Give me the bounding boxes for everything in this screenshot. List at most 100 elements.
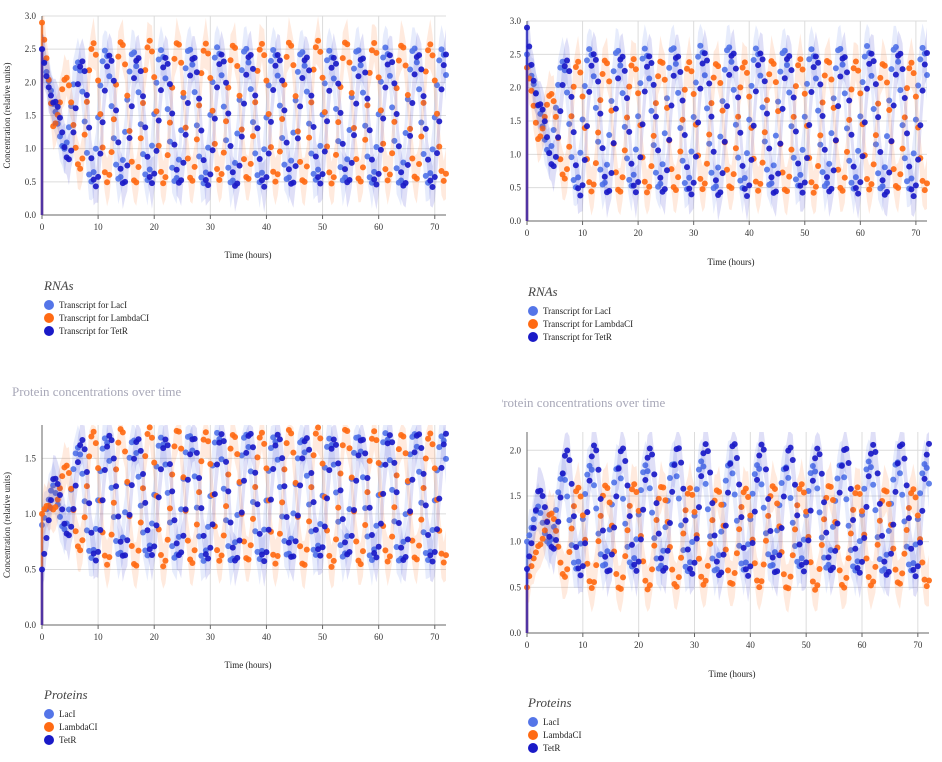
data-point <box>113 538 120 545</box>
data-point <box>72 482 79 489</box>
data-point <box>56 99 63 106</box>
x-tick-label: 30 <box>690 640 700 650</box>
legend-item-laci[interactable]: LacI <box>44 707 98 720</box>
data-point <box>924 72 930 79</box>
x-axis-label: Time (hours) <box>225 660 272 670</box>
data-point <box>220 103 227 110</box>
data-point <box>292 479 299 486</box>
data-point <box>687 565 694 572</box>
data-point <box>875 170 882 177</box>
data-point <box>402 179 409 186</box>
data-point <box>606 187 613 194</box>
data-point <box>620 574 627 581</box>
data-point <box>395 57 402 64</box>
data-point <box>324 495 331 502</box>
data-point <box>247 160 254 167</box>
data-point <box>760 504 767 511</box>
data-point <box>800 489 807 496</box>
data-point <box>888 66 895 73</box>
data-point <box>337 470 344 477</box>
data-point <box>110 116 117 123</box>
data-point <box>411 71 418 78</box>
data-point <box>413 59 420 66</box>
data-point <box>315 424 322 431</box>
data-point <box>726 44 733 51</box>
data-point <box>294 512 301 519</box>
data-point <box>429 558 436 565</box>
data-point <box>760 561 767 568</box>
data-point <box>872 81 879 88</box>
data-point <box>312 526 319 533</box>
legend-item-laci[interactable]: Transcript for LacI <box>528 304 633 317</box>
data-point <box>845 460 852 467</box>
data-point <box>812 75 819 82</box>
data-point <box>758 441 765 448</box>
data-point <box>816 566 823 573</box>
data-point <box>137 502 144 509</box>
data-point <box>418 444 425 451</box>
data-point <box>881 566 888 573</box>
data-point <box>757 72 764 79</box>
y-tick-label: 1.0 <box>510 149 522 159</box>
data-point <box>155 142 162 149</box>
data-point <box>758 481 765 488</box>
data-point <box>59 506 66 513</box>
data-point <box>641 45 648 52</box>
data-point <box>209 521 216 528</box>
data-point <box>362 122 369 129</box>
legend-item-tetr[interactable]: Transcript for TetR <box>528 330 633 343</box>
data-point <box>223 503 230 510</box>
data-point <box>872 132 879 139</box>
data-point <box>386 171 393 178</box>
data-point <box>68 147 75 154</box>
data-point <box>252 528 259 535</box>
data-point <box>895 58 902 65</box>
data-point <box>256 434 263 441</box>
legend-item-lambdaci[interactable]: LambdaCI <box>44 720 98 733</box>
data-point <box>592 56 599 63</box>
data-point <box>56 513 63 520</box>
data-point <box>586 578 593 585</box>
data-point <box>926 577 932 584</box>
data-point <box>223 137 230 144</box>
data-point <box>568 113 575 120</box>
data-point <box>72 528 79 535</box>
data-point <box>339 55 346 62</box>
data-point <box>281 161 288 168</box>
data-point <box>216 176 223 183</box>
data-point <box>923 451 930 458</box>
data-point <box>577 493 584 500</box>
data-point <box>584 560 591 567</box>
data-point <box>124 162 131 169</box>
legend-item-tetr[interactable]: TetR <box>528 741 582 754</box>
legend-item-laci[interactable]: LacI <box>528 715 582 728</box>
legend-item-lambdaci[interactable]: Transcript for LambdaCI <box>44 311 149 324</box>
data-point <box>198 174 205 181</box>
legend-item-tetr[interactable]: TetR <box>44 733 98 746</box>
data-point <box>921 187 928 194</box>
data-point <box>619 53 626 60</box>
data-point <box>276 102 283 109</box>
data-point <box>350 125 357 132</box>
data-point <box>422 68 429 75</box>
legend-item-lambdaci[interactable]: Transcript for LambdaCI <box>528 317 633 330</box>
data-point <box>310 499 317 506</box>
data-point <box>771 485 778 492</box>
data-point <box>261 146 268 153</box>
legend-item-laci[interactable]: Transcript for LacI <box>44 298 149 311</box>
data-point <box>301 178 308 185</box>
data-point <box>912 93 919 100</box>
data-point <box>359 548 366 555</box>
legend-item-tetr[interactable]: Transcript for TetR <box>44 324 149 337</box>
data-point <box>738 514 745 521</box>
data-point <box>310 452 317 459</box>
data-point <box>732 121 739 128</box>
data-point <box>835 166 842 173</box>
legend-item-lambdaci[interactable]: LambdaCI <box>528 728 582 741</box>
data-point <box>588 453 595 460</box>
data-point <box>151 543 158 550</box>
data-point <box>122 552 129 559</box>
data-point <box>841 54 848 61</box>
data-point <box>357 62 364 69</box>
data-point <box>157 87 164 94</box>
